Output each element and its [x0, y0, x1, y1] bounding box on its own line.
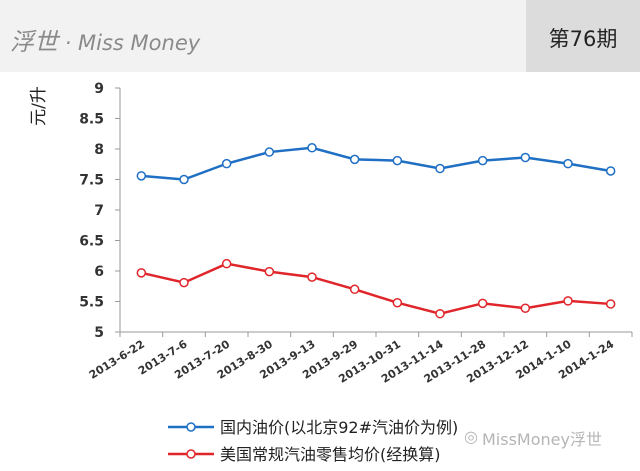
series-2-point	[520, 303, 531, 313]
series-1-point	[307, 143, 317, 153]
series-1-point	[563, 158, 573, 169]
y-tick-label: 5.5	[79, 295, 104, 311]
series-2-point	[221, 258, 232, 269]
issue-badge: 第76期	[526, 0, 640, 72]
legend: 国内油价(以北京92#汽油价为例) 美国常规汽油零售均价(经换算)	[168, 418, 458, 464]
series-1-point	[349, 154, 360, 165]
series-2-point	[307, 272, 317, 282]
series-1-point	[435, 163, 445, 174]
series-1-point	[392, 155, 403, 166]
brand-logo: 浮世 · Miss Money	[10, 22, 200, 57]
series-2-point	[179, 277, 189, 288]
wechat-icon: ◎	[464, 427, 478, 446]
y-tick-label: 9	[94, 81, 104, 97]
x-tick-labels: 2013-6-222013-7-62013-7-202013-8-302013-…	[87, 337, 617, 385]
series-1-point	[605, 166, 616, 176]
series-2-point	[264, 266, 275, 277]
series-lines	[136, 143, 616, 319]
series-2-point	[392, 297, 403, 308]
series-1-point	[221, 158, 232, 169]
chart-axes	[115, 87, 633, 337]
series-2-point	[435, 308, 445, 319]
brand-name-cn: 浮世	[10, 28, 58, 56]
series-1-point	[179, 174, 189, 185]
y-axis-label: 元/升	[29, 86, 49, 126]
y-tick-label: 7	[94, 203, 104, 219]
series-1-point	[136, 171, 147, 181]
legend-marker-2	[186, 449, 196, 459]
legend-label-2: 美国常规汽油零售均价(经换算)	[220, 445, 441, 464]
legend-label-1: 国内油价(以北京92#汽油价为例)	[220, 418, 458, 437]
series-2-point	[477, 298, 488, 309]
series-1-point	[520, 152, 531, 163]
y-tick-label: 6.5	[79, 234, 104, 250]
y-tick-label: 5	[94, 325, 104, 341]
legend-marker-1	[186, 422, 196, 432]
series-line-2	[141, 262, 611, 315]
series-1-point	[264, 147, 275, 157]
y-tick-label: 7.5	[79, 173, 104, 189]
watermark-text: MissMoney浮世	[482, 430, 602, 449]
y-tick-label: 8.5	[79, 112, 104, 128]
x-tick-label: 2013-6-22	[87, 338, 147, 382]
issue-number: 第76期	[548, 27, 618, 51]
series-1-point	[477, 155, 488, 166]
y-tick-labels: 5 5.5 6 6.5 7 7.5 8 8.5 9	[79, 81, 104, 341]
series-2-point	[563, 296, 573, 306]
series-line-1	[141, 146, 611, 181]
y-tick-label: 6	[94, 264, 104, 280]
y-tick-label: 8	[94, 142, 104, 158]
series-2-point	[136, 268, 147, 278]
brand-name-en: · Miss Money	[58, 31, 201, 55]
series-2-point	[349, 284, 360, 295]
header-bar: 浮世 · Miss Money 第76期	[0, 0, 640, 72]
series-2-point	[605, 299, 616, 309]
